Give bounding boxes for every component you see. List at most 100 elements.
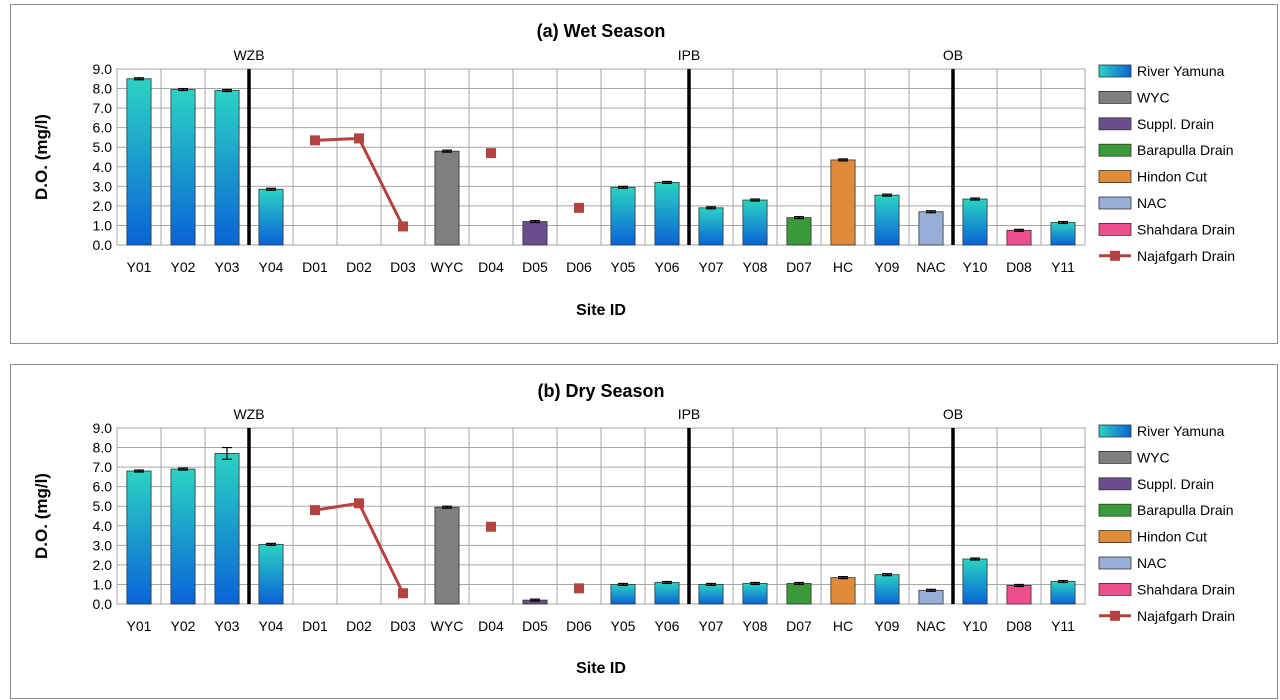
legend-swatch-nac: [1098, 196, 1132, 210]
marker-D03: [398, 221, 408, 232]
bar-WYC: [434, 506, 460, 605]
legend-label: Najafgarh Drain: [1137, 248, 1235, 264]
bar-NAC: [918, 589, 944, 605]
marker-D04: [486, 521, 496, 532]
legend-label: River Yamuna: [1137, 63, 1225, 79]
x-tick-label: D04: [478, 618, 504, 634]
x-tick-label: WYC: [431, 618, 464, 634]
x-tick-label: Y05: [611, 618, 636, 634]
marker-D02: [354, 133, 364, 144]
legend-label: WYC: [1137, 89, 1170, 105]
x-tick-label: D07: [786, 259, 812, 275]
bar-D07: [786, 217, 812, 246]
legend-swatch-hindon-cut: [1098, 170, 1132, 184]
bar-D07: [786, 583, 812, 605]
y-tick-label: 2.0: [93, 198, 113, 214]
y-tick-label: 1.0: [93, 217, 113, 233]
boundary-label-ob: OB: [943, 47, 963, 63]
legend-swatch-suppl-drain: [1098, 117, 1132, 131]
bar-Y05: [610, 584, 636, 605]
x-tick-label: NAC: [916, 618, 946, 634]
y-tick-label: 1.0: [93, 576, 113, 592]
y-tick-label: 3.0: [93, 537, 113, 553]
y-tick-label: 2.0: [93, 557, 113, 573]
marker-D01: [310, 505, 320, 516]
bar-Y11: [1050, 581, 1076, 605]
y-tick-label: 4.0: [93, 159, 113, 175]
chart-title: (b) Dry Season: [537, 381, 664, 401]
bar-Y05: [610, 186, 636, 246]
x-tick-label: Y09: [875, 259, 900, 275]
legend-swatch-wyc: [1098, 91, 1132, 104]
legend-label: NAC: [1137, 195, 1167, 211]
bar-Y07: [698, 584, 724, 605]
legend-label: Barapulla Drain: [1137, 142, 1234, 158]
y-axis-title: D.O. (mg/l): [32, 114, 51, 200]
x-tick-label: Y03: [215, 259, 240, 275]
bar-Y03: [214, 90, 240, 246]
x-tick-label: D03: [390, 618, 416, 634]
legend-label: Hindon Cut: [1137, 169, 1207, 185]
x-tick-label: HC: [833, 259, 853, 275]
legend-swatch-barapulla-drain: [1098, 143, 1132, 157]
legend-marker-najafgarh-drain: [1110, 250, 1120, 261]
legend-label: Najafgarh Drain: [1137, 608, 1235, 624]
boundary-label-ob: OB: [943, 406, 963, 422]
chart-svg-dry-season: (b) Dry Season 0.0 1.0 2.0 3.0 4.0 5.0 6.0 7.0 8.…: [32, 381, 1235, 677]
bar-Y07: [698, 207, 724, 246]
x-tick-label: Y05: [611, 259, 636, 275]
bar-Y04: [258, 543, 284, 605]
bar-Y08: [742, 199, 768, 246]
x-tick-label: Y09: [875, 618, 900, 634]
legend-swatch-wyc: [1098, 451, 1132, 464]
legend-swatch-hindon-cut: [1098, 530, 1132, 544]
bar-Y03: [214, 453, 240, 605]
legend-swatch-shahdara-drain: [1098, 222, 1132, 236]
legend-swatch-river-yamuna: [1098, 64, 1132, 78]
bar-Y06: [654, 582, 680, 605]
boundary-label-wzb: WZB: [233, 406, 264, 422]
legend-label: Shahdara Drain: [1137, 581, 1235, 597]
x-tick-label: Y01: [127, 259, 152, 275]
bar-Y11: [1050, 222, 1076, 246]
marker-D01: [310, 135, 320, 146]
x-tick-label: Y10: [963, 259, 988, 275]
y-tick-label: 5.0: [93, 139, 113, 155]
marker-D03: [398, 588, 408, 599]
x-tick-label: D06: [566, 259, 592, 275]
bar-D08: [1006, 585, 1032, 605]
x-tick-label: Y07: [699, 618, 724, 634]
x-tick-label: Y11: [1051, 618, 1075, 634]
boundary-label-ipb: IPB: [678, 47, 701, 63]
x-tick-label: Y03: [215, 618, 240, 634]
x-tick-label: Y10: [963, 618, 988, 634]
bar-Y02: [170, 468, 196, 605]
chart-title: (a) Wet Season: [537, 21, 666, 41]
x-tick-label: D01: [302, 259, 328, 275]
y-tick-label: 4.0: [93, 518, 113, 534]
x-tick-label: D07: [786, 618, 812, 634]
x-tick-label: D03: [390, 259, 416, 275]
y-tick-label: 8.0: [93, 81, 113, 97]
x-tick-label: HC: [833, 618, 853, 634]
x-tick-label: D08: [1006, 259, 1032, 275]
y-tick-label: 6.0: [93, 479, 113, 495]
x-tick-label: D01: [302, 618, 328, 634]
legend-swatch-suppl-drain: [1098, 477, 1132, 491]
bar-Y01: [126, 78, 152, 246]
bar-NAC: [918, 211, 944, 246]
x-tick-label: Y06: [655, 618, 680, 634]
x-axis-title: Site ID: [576, 302, 626, 319]
legend-label: Barapulla Drain: [1137, 502, 1234, 518]
legend-swatch-river-yamuna: [1098, 424, 1132, 438]
legend-label: Suppl. Drain: [1137, 476, 1214, 492]
x-tick-label: D06: [566, 618, 592, 634]
marker-D06: [574, 202, 584, 213]
bar-HC: [830, 577, 856, 605]
chart-panel-dry-season: (b) Dry Season 0.0 1.0 2.0 3.0 4.0 5.0 6.0 7.0 8.…: [10, 364, 1278, 699]
x-tick-label: NAC: [916, 259, 946, 275]
x-tick-label: D05: [522, 618, 548, 634]
x-tick-label: Y02: [171, 618, 196, 634]
boundary-label-ipb: IPB: [678, 406, 701, 422]
x-axis-title: Site ID: [576, 660, 626, 677]
